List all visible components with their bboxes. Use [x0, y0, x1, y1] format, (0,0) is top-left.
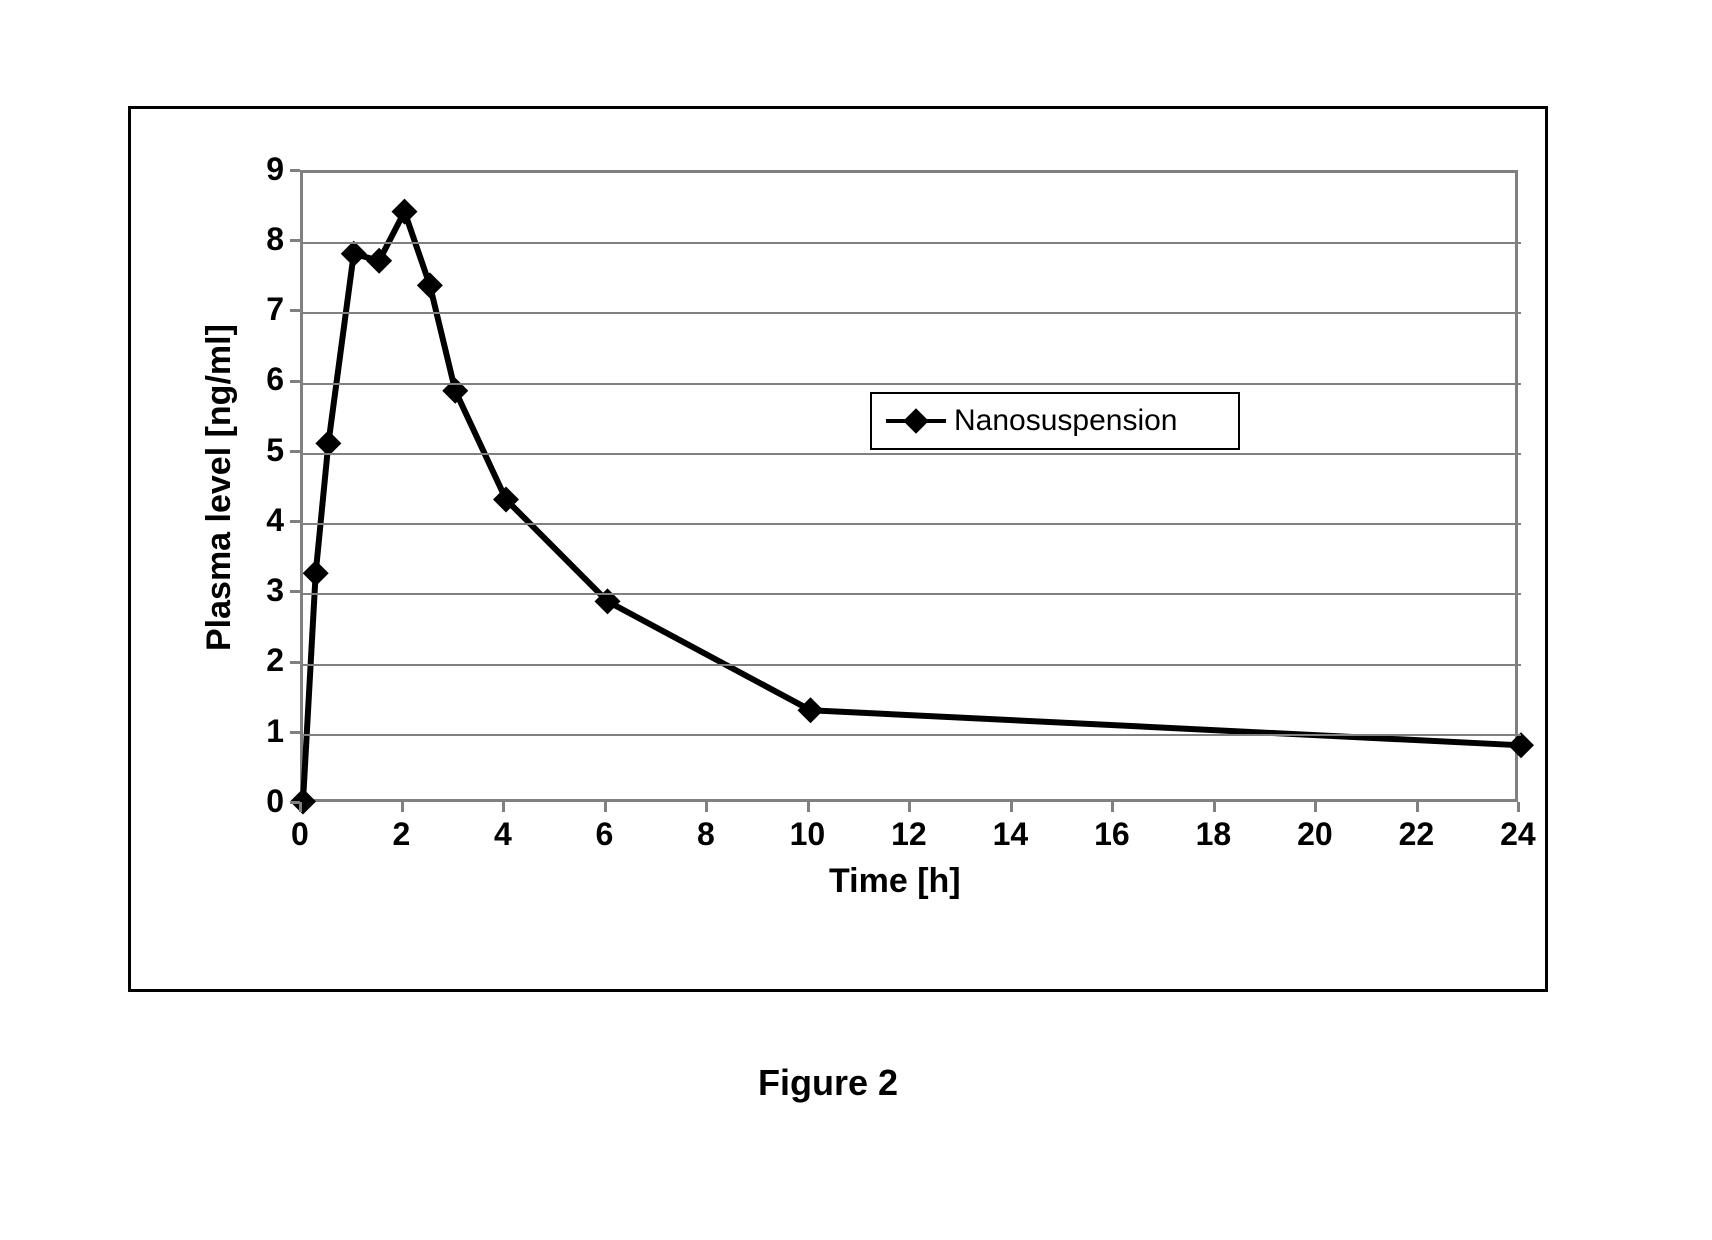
gridline-horizontal — [303, 242, 1521, 244]
x-tick-mark — [604, 802, 607, 812]
chart-series — [303, 173, 1521, 805]
data-point-diamond-icon — [341, 241, 367, 267]
x-axis-title: Time [h] — [829, 862, 961, 901]
gridline-horizontal — [303, 453, 1521, 455]
x-tick-mark — [1010, 802, 1013, 812]
data-point-diamond-icon — [392, 199, 418, 225]
legend-diamond-icon — [903, 408, 928, 433]
plot-area — [300, 170, 1518, 802]
y-tick-label: 1 — [266, 713, 284, 750]
x-tick-mark — [502, 802, 505, 812]
y-tick-label: 8 — [266, 221, 284, 258]
x-tick-mark — [1517, 802, 1520, 812]
y-tick-mark — [290, 731, 300, 734]
y-tick-mark — [290, 520, 300, 523]
gridline-horizontal — [303, 312, 1521, 314]
y-tick-label: 0 — [266, 783, 284, 820]
y-tick-label: 2 — [266, 642, 284, 679]
x-tick-mark — [1111, 802, 1114, 812]
y-tick-label: 9 — [266, 151, 284, 188]
y-tick-mark — [290, 661, 300, 664]
page: Nanosuspension Time [h] Plasma level [ng… — [0, 0, 1712, 1240]
y-tick-mark — [290, 450, 300, 453]
x-tick-label: 2 — [393, 816, 411, 853]
y-tick-label: 7 — [266, 291, 284, 328]
data-point-diamond-icon — [798, 697, 824, 723]
x-tick-label: 4 — [494, 816, 512, 853]
x-tick-label: 16 — [1094, 816, 1130, 853]
y-tick-label: 5 — [266, 432, 284, 469]
y-tick-mark — [290, 239, 300, 242]
x-tick-label: 10 — [790, 816, 826, 853]
x-tick-mark — [705, 802, 708, 812]
x-tick-label: 6 — [596, 816, 614, 853]
legend-label: Nanosuspension — [954, 404, 1178, 438]
x-tick-mark — [1213, 802, 1216, 812]
y-tick-mark — [290, 309, 300, 312]
gridline-horizontal — [303, 664, 1521, 666]
x-tick-label: 18 — [1196, 816, 1232, 853]
y-tick-label: 6 — [266, 361, 284, 398]
x-tick-mark — [1416, 802, 1419, 812]
y-tick-label: 4 — [266, 502, 284, 539]
x-tick-label: 0 — [291, 816, 309, 853]
series-line — [303, 212, 1521, 802]
x-tick-label: 14 — [993, 816, 1029, 853]
y-tick-mark — [290, 380, 300, 383]
gridline-horizontal — [303, 383, 1521, 385]
legend: Nanosuspension — [870, 392, 1240, 450]
legend-marker — [886, 409, 946, 433]
data-point-diamond-icon — [442, 378, 468, 404]
x-tick-label: 20 — [1297, 816, 1333, 853]
x-tick-label: 8 — [697, 816, 715, 853]
x-tick-mark — [807, 802, 810, 812]
gridline-horizontal — [303, 523, 1521, 525]
y-tick-mark — [290, 590, 300, 593]
x-tick-mark — [401, 802, 404, 812]
data-point-diamond-icon — [303, 560, 329, 586]
x-tick-mark — [908, 802, 911, 812]
data-point-diamond-icon — [417, 272, 443, 298]
x-tick-mark — [299, 802, 302, 812]
x-tick-label: 24 — [1500, 816, 1536, 853]
y-tick-mark — [290, 169, 300, 172]
y-axis-title: Plasma level [ng/ml] — [200, 324, 239, 651]
gridline-horizontal — [303, 593, 1521, 595]
x-tick-label: 12 — [891, 816, 927, 853]
y-tick-label: 3 — [266, 572, 284, 609]
x-tick-label: 22 — [1399, 816, 1435, 853]
x-tick-mark — [1314, 802, 1317, 812]
gridline-horizontal — [303, 734, 1521, 736]
data-point-diamond-icon — [366, 248, 392, 274]
figure-caption: Figure 2 — [758, 1062, 898, 1104]
